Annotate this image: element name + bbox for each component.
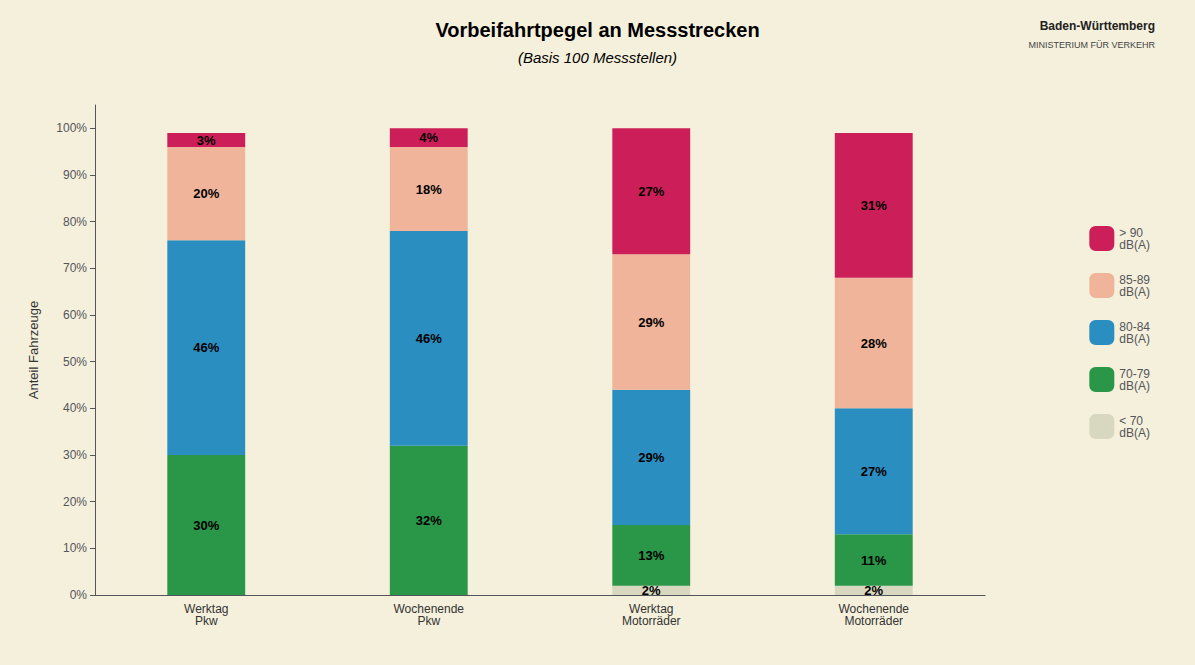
svg-text:28%: 28%: [861, 336, 887, 351]
svg-text:100%: 100%: [56, 121, 87, 135]
svg-text:30%: 30%: [193, 518, 219, 533]
svg-text:2%: 2%: [864, 583, 883, 598]
svg-text:80%: 80%: [63, 215, 87, 229]
svg-text:> 90: > 90: [1119, 225, 1143, 240]
svg-text:27%: 27%: [861, 464, 887, 479]
svg-text:Baden-Württemberg: Baden-Württemberg: [1040, 19, 1155, 33]
svg-text:MINISTERIUM FÜR VERKEHR: MINISTERIUM FÜR VERKEHR: [1028, 40, 1155, 50]
svg-text:dB(A): dB(A): [1119, 426, 1150, 440]
svg-text:Vorbeifahrtpegel an Messstreck: Vorbeifahrtpegel an Messstrecken: [435, 19, 759, 41]
svg-text:Motorräder: Motorräder: [622, 614, 681, 628]
svg-text:29%: 29%: [638, 315, 664, 330]
svg-text:20%: 20%: [193, 186, 219, 201]
svg-text:4%: 4%: [419, 130, 438, 145]
svg-text:70%: 70%: [63, 261, 87, 275]
svg-text:Wochenende: Wochenende: [838, 602, 909, 616]
svg-text:40%: 40%: [63, 401, 87, 415]
svg-text:Werktag: Werktag: [184, 602, 229, 616]
svg-text:2%: 2%: [642, 583, 661, 598]
svg-text:27%: 27%: [638, 184, 664, 199]
svg-text:Werktag: Werktag: [629, 602, 674, 616]
svg-text:Motorräder: Motorräder: [844, 614, 903, 628]
svg-text:70-79: 70-79: [1119, 366, 1150, 381]
svg-text:dB(A): dB(A): [1119, 379, 1150, 393]
svg-text:90%: 90%: [63, 168, 87, 182]
svg-text:Anteil Fahrzeuge: Anteil Fahrzeuge: [26, 301, 41, 399]
svg-text:10%: 10%: [63, 541, 87, 555]
svg-text:dB(A): dB(A): [1119, 285, 1150, 299]
svg-text:dB(A): dB(A): [1119, 332, 1150, 346]
svg-text:0%: 0%: [70, 588, 88, 602]
svg-text:31%: 31%: [861, 198, 887, 213]
svg-text:60%: 60%: [63, 308, 87, 322]
svg-text:< 70: < 70: [1119, 413, 1143, 428]
svg-text:11%: 11%: [861, 553, 887, 568]
svg-text:29%: 29%: [638, 450, 664, 465]
svg-text:30%: 30%: [63, 448, 87, 462]
svg-text:32%: 32%: [416, 513, 442, 528]
svg-text:dB(A): dB(A): [1119, 238, 1150, 252]
svg-text:Pkw: Pkw: [195, 614, 218, 628]
svg-text:3%: 3%: [197, 133, 216, 148]
svg-text:46%: 46%: [193, 340, 219, 355]
svg-text:Wochenende: Wochenende: [393, 602, 464, 616]
svg-text:85-89: 85-89: [1119, 272, 1150, 287]
svg-text:(Basis 100 Messstellen): (Basis 100 Messstellen): [518, 49, 677, 66]
svg-text:46%: 46%: [416, 331, 442, 346]
svg-text:50%: 50%: [63, 355, 87, 369]
svg-text:20%: 20%: [63, 495, 87, 509]
svg-text:80-84: 80-84: [1119, 319, 1150, 334]
svg-text:13%: 13%: [638, 548, 664, 563]
svg-text:18%: 18%: [416, 182, 442, 197]
svg-text:Pkw: Pkw: [417, 614, 440, 628]
